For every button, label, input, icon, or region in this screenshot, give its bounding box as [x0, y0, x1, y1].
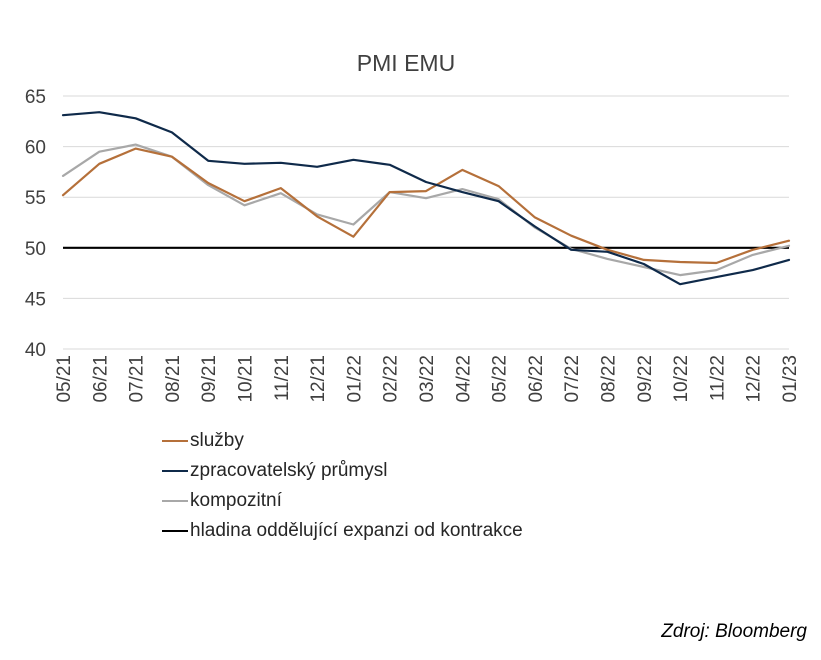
x-tick-label: 09/21: [199, 355, 220, 403]
x-tick-label: 06/22: [526, 355, 547, 403]
legend-item-reference: hladina oddělující expanzi od kontrakce: [162, 516, 523, 546]
legend-label-composite: kompozitní: [190, 490, 282, 511]
x-tick-label: 11/22: [707, 355, 728, 401]
legend-swatch-sluzby: [162, 440, 188, 442]
x-tick-label: 12/22: [744, 355, 765, 403]
legend-swatch-reference: [162, 530, 188, 532]
x-tick-label: 05/21: [54, 355, 75, 403]
legend: služby zpracovatelský průmysl kompozitní…: [162, 426, 523, 546]
x-tick-label: 11/21: [272, 355, 293, 401]
series-line-2: [61, 143, 791, 277]
x-tick-label: 08/22: [599, 355, 620, 403]
x-tick-label: 05/22: [490, 355, 511, 403]
y-tick-label: 50: [25, 239, 46, 260]
x-tick-label: 09/22: [635, 355, 656, 403]
series-line-0: [61, 147, 791, 265]
x-tick-label: 06/21: [90, 355, 111, 403]
x-tick-label: 07/21: [127, 355, 148, 403]
y-tick-label: 60: [25, 138, 46, 159]
pmi-chart: PMI EMU 40 45 50 55 60 65 05/21 06/21 07/21 08/2…: [25, 50, 801, 403]
x-tick-label: 01/22: [344, 355, 365, 403]
legend-item-sluzby: služby: [162, 426, 523, 456]
legend-item-manufacturing: zpracovatelský průmysl: [162, 456, 523, 486]
x-tick-label: 03/22: [417, 355, 438, 403]
x-tick-label: 10/21: [236, 355, 257, 403]
y-axis-tick-labels: 40 45 50 55 60 65: [25, 87, 46, 361]
series-lines: [61, 111, 791, 286]
x-tick-label: 08/21: [163, 355, 184, 403]
series-line-1: [61, 111, 791, 286]
x-tick-label: 10/22: [671, 355, 692, 403]
legend-swatch-composite: [162, 500, 188, 502]
x-axis-tick-labels: 05/21 06/21 07/21 08/21 09/21 10/21 11/21 12/21…: [54, 355, 801, 403]
x-tick-label: 02/22: [381, 355, 402, 403]
legend-item-composite: kompozitní: [162, 486, 523, 516]
y-tick-label: 40: [25, 340, 46, 361]
gridlines: [63, 95, 789, 350]
x-tick-label: 01/23: [780, 355, 801, 403]
legend-swatch-manufacturing: [162, 470, 188, 472]
x-tick-label: 04/22: [453, 355, 474, 403]
y-tick-label: 55: [25, 188, 46, 209]
x-tick-label: 12/21: [308, 355, 329, 403]
legend-label-reference: hladina oddělující expanzi od kontrakce: [190, 520, 523, 541]
y-tick-label: 45: [25, 289, 46, 310]
x-tick-label: 07/22: [562, 355, 583, 403]
y-tick-label: 65: [25, 87, 46, 108]
source-note: Zdroj: Bloomberg: [661, 621, 807, 642]
chart-title: PMI EMU: [357, 50, 455, 76]
legend-label-manufacturing: zpracovatelský průmysl: [190, 460, 388, 481]
legend-label-sluzby: služby: [190, 430, 244, 451]
